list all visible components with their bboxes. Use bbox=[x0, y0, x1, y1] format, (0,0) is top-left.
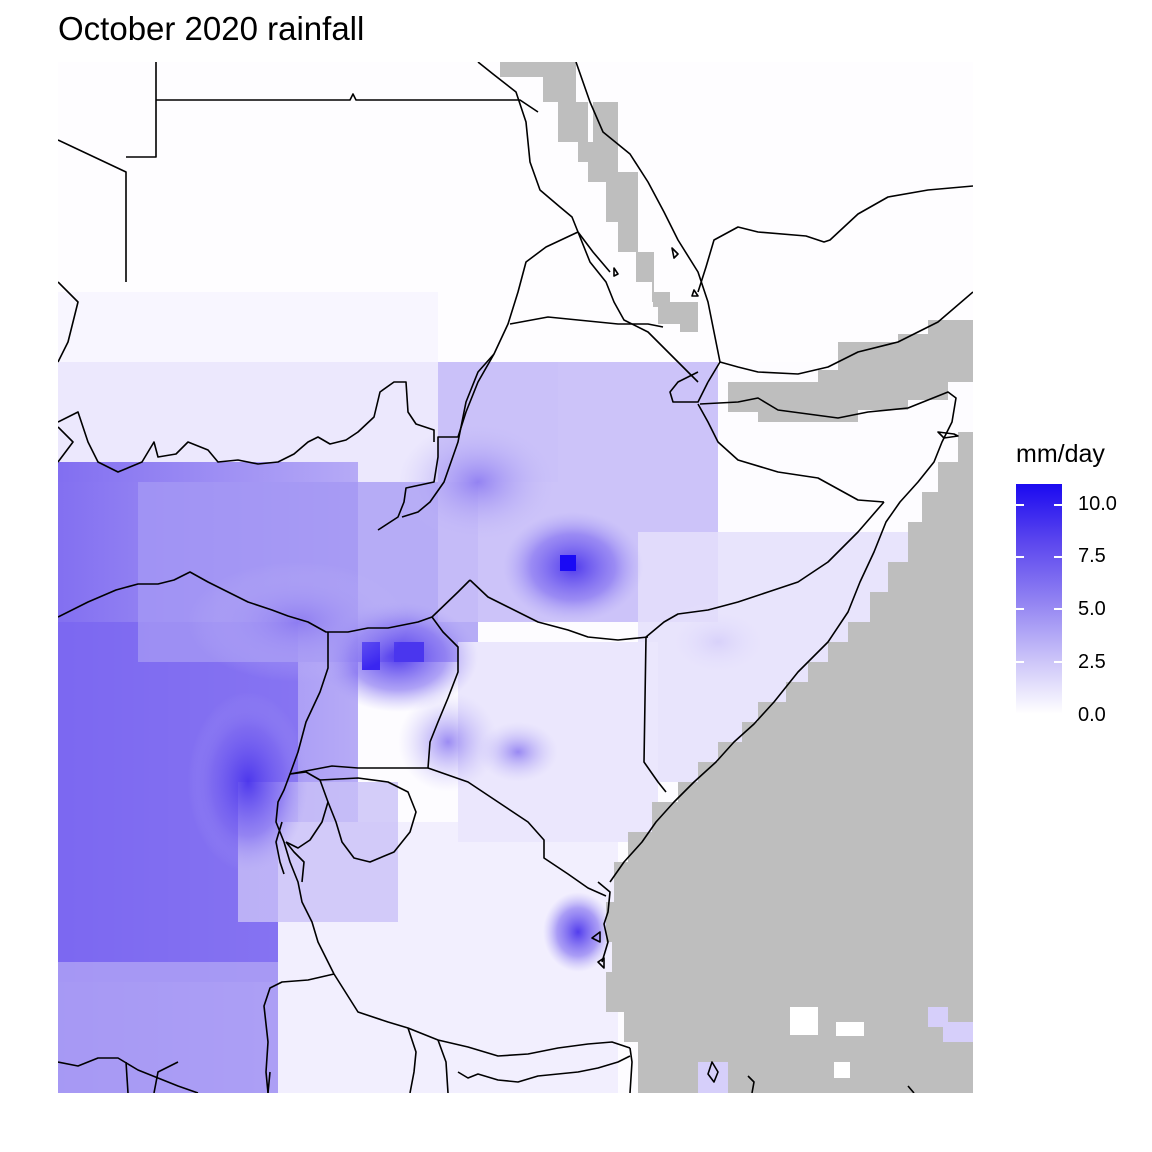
legend-title: mm/day bbox=[1016, 440, 1105, 468]
legend-colorbar bbox=[1016, 484, 1062, 715]
legend-tick bbox=[1054, 504, 1062, 506]
country-borders bbox=[58, 62, 973, 1093]
legend-tick bbox=[1016, 661, 1024, 663]
legend-label-2-5: 2.5 bbox=[1078, 651, 1106, 673]
legend-label-7-5: 7.5 bbox=[1078, 545, 1106, 567]
legend-tick bbox=[1016, 504, 1024, 506]
hotspot-cell bbox=[560, 555, 576, 571]
color-legend: mm/day 10.0 7.5 5.0 2.5 0.0 bbox=[1016, 440, 1136, 740]
legend-tick bbox=[1054, 608, 1062, 610]
light-rain-ocean-cells bbox=[698, 1007, 973, 1093]
map-svg bbox=[58, 62, 973, 1093]
legend-label-10: 10.0 bbox=[1078, 493, 1117, 515]
low-rain-ocean-cells bbox=[790, 1007, 864, 1078]
legend-tick bbox=[1016, 713, 1024, 715]
legend-tick bbox=[1054, 661, 1062, 663]
legend-label-0: 0.0 bbox=[1078, 704, 1106, 726]
legend-label-5: 5.0 bbox=[1078, 598, 1106, 620]
legend-tick bbox=[1054, 556, 1062, 558]
hotspot-cell bbox=[394, 642, 424, 662]
legend-tick bbox=[1016, 556, 1024, 558]
legend-tick bbox=[1054, 713, 1062, 715]
rainfall-map bbox=[58, 62, 973, 1093]
legend-tick bbox=[1016, 608, 1024, 610]
missing-data-layer bbox=[500, 62, 973, 1093]
plot-title: October 2020 rainfall bbox=[58, 10, 365, 47]
